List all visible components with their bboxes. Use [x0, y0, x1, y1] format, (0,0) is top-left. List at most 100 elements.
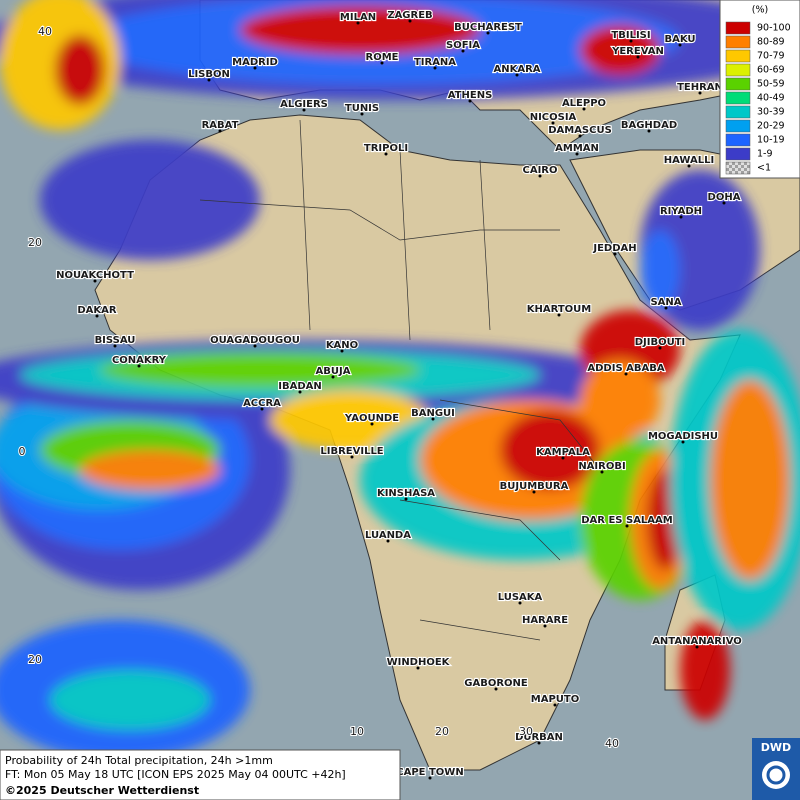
city-dot	[461, 49, 465, 53]
city-label: ALEPPO	[562, 98, 606, 109]
city-dot	[331, 375, 335, 379]
legend-label: 60-69	[757, 65, 785, 76]
precip-area	[710, 380, 790, 580]
city-dot	[687, 164, 691, 168]
precip-area	[100, 352, 420, 388]
legend-label: 80-89	[757, 37, 785, 48]
logo-text: DWD	[761, 741, 791, 754]
graticule-label: 20	[435, 725, 449, 738]
city-label: CAIRO	[523, 165, 558, 176]
logo-icon	[762, 761, 790, 789]
city-label: GABORONE	[464, 678, 528, 689]
city-dot	[433, 66, 437, 70]
precip-area	[50, 670, 210, 730]
legend-swatch	[725, 35, 751, 49]
city-label: DJIBOUTI	[635, 337, 686, 348]
city-dot	[494, 687, 498, 691]
city-dot	[386, 539, 390, 543]
precip-area	[80, 450, 220, 490]
legend-label: 90-100	[757, 23, 791, 34]
city-label: DAKAR	[77, 305, 117, 316]
city-dot	[113, 344, 117, 348]
city-label: DAMASCUS	[548, 125, 612, 136]
city-dot	[532, 490, 536, 494]
city-dot	[93, 279, 97, 283]
city-label: DOHA	[708, 192, 741, 203]
city-label: YAOUNDE	[344, 413, 399, 424]
city-dot	[298, 390, 302, 394]
precip-area	[680, 620, 730, 720]
city-label: ACCRA	[243, 398, 281, 409]
city-dot	[207, 78, 211, 82]
city-label: ANKARA	[493, 64, 540, 75]
city-label: SANA	[650, 297, 681, 308]
city-dot	[356, 21, 360, 25]
borders	[199, 119, 601, 641]
city-label: SOFIA	[446, 40, 480, 51]
city-label: KINSHASA	[377, 488, 435, 499]
city-label: LUSAKA	[498, 592, 543, 603]
caption-box	[0, 749, 401, 800]
city-label: NICOSIA	[530, 112, 577, 123]
graticule-label: 40	[38, 25, 52, 38]
city-dot	[636, 55, 640, 59]
city-dot	[380, 61, 384, 65]
city-dot	[695, 645, 699, 649]
city-dot	[302, 108, 306, 112]
city-label: LUANDA	[365, 530, 411, 541]
graticule-label: 20	[28, 653, 42, 666]
city-label: RIYADH	[660, 206, 702, 217]
city-label: YEREVAN	[611, 46, 664, 57]
city-label: LISBON	[188, 69, 230, 80]
city-label: BISSAU	[95, 335, 136, 346]
city-dot	[137, 364, 141, 368]
city-dot	[561, 456, 565, 460]
city-dot	[658, 346, 662, 350]
city-dot	[218, 129, 222, 133]
legend-label: 10-19	[757, 135, 785, 146]
legend-swatch	[725, 147, 751, 161]
city-label: TRIPOLI	[364, 143, 408, 154]
legend-swatch	[725, 161, 751, 175]
city-label: ROME	[366, 52, 399, 63]
city-dot	[370, 422, 374, 426]
precip-area	[640, 230, 680, 310]
city-dot	[253, 66, 257, 70]
city-label: OUAGADOUGOU	[210, 335, 300, 346]
caption-line: Probability of 24h Total precipitation, …	[5, 754, 273, 767]
legend-label: <1	[757, 163, 771, 174]
city-dot	[468, 99, 472, 103]
legend-label: 40-49	[757, 93, 785, 104]
precipitation-field	[0, 0, 800, 760]
legend-swatch	[725, 105, 751, 119]
city-label: BANGUI	[411, 408, 455, 419]
legend-label: 30-39	[757, 107, 785, 118]
city-label: ANTANANARIVO	[652, 636, 742, 647]
city-label: BUCHAREST	[454, 22, 522, 33]
city-label: BAKU	[664, 34, 695, 45]
legend-swatch	[725, 77, 751, 91]
city-label: CAPE TOWN	[396, 767, 463, 778]
city-label: DAR ES SALAAM	[581, 515, 673, 526]
city-label: MADRID	[232, 57, 278, 68]
city-label: CONAKRY	[112, 355, 167, 366]
city-dot	[678, 43, 682, 47]
legend-swatch	[725, 119, 751, 133]
city-dot	[260, 407, 264, 411]
legend-swatch	[725, 63, 751, 77]
precip-area	[240, 5, 480, 55]
legend-swatch	[725, 91, 751, 105]
city-label: KANO	[326, 340, 358, 351]
city-dot	[582, 107, 586, 111]
caption-line: ©2025 Deutscher Wetterdienst	[5, 784, 199, 797]
city-dot	[360, 112, 364, 116]
legend: 90-100 80-89 70-79 60-69 50-59 40-49 30-39 20-2…	[725, 21, 791, 175]
labels: MILAN ZAGREB BUCHAREST TBILISI MADRID ROME TIR…	[18, 9, 743, 780]
city-dot	[428, 776, 432, 780]
legend-swatch	[725, 21, 751, 35]
city-label: NOUAKCHOTT	[56, 270, 134, 281]
legend-label: 70-79	[757, 51, 785, 62]
city-dot	[253, 344, 257, 348]
city-dot	[625, 524, 629, 528]
